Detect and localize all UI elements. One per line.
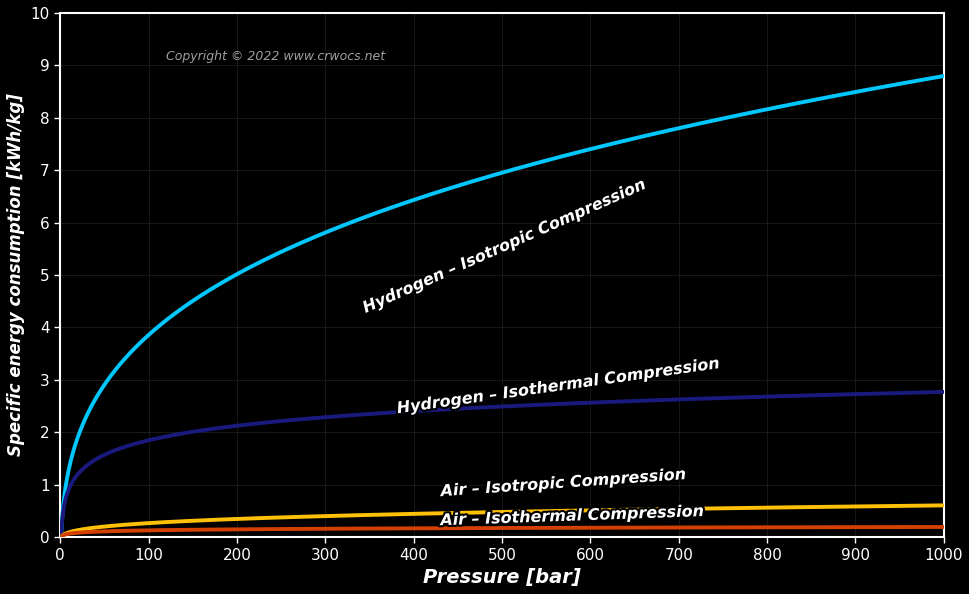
Text: Hydrogen – Isothermal Compression: Hydrogen – Isothermal Compression [395, 356, 721, 416]
Text: Copyright © 2022 www.crwocs.net: Copyright © 2022 www.crwocs.net [166, 50, 385, 62]
X-axis label: Pressure [bar]: Pressure [bar] [422, 568, 580, 587]
Text: Air – Isothermal Compression: Air – Isothermal Compression [440, 504, 704, 528]
Text: Air – Isotropic Compression: Air – Isotropic Compression [440, 467, 686, 499]
Text: Hydrogen – Isotropic Compression: Hydrogen – Isotropic Compression [360, 176, 648, 316]
Y-axis label: Specific energy consumption [kWh/kg]: Specific energy consumption [kWh/kg] [7, 94, 25, 456]
